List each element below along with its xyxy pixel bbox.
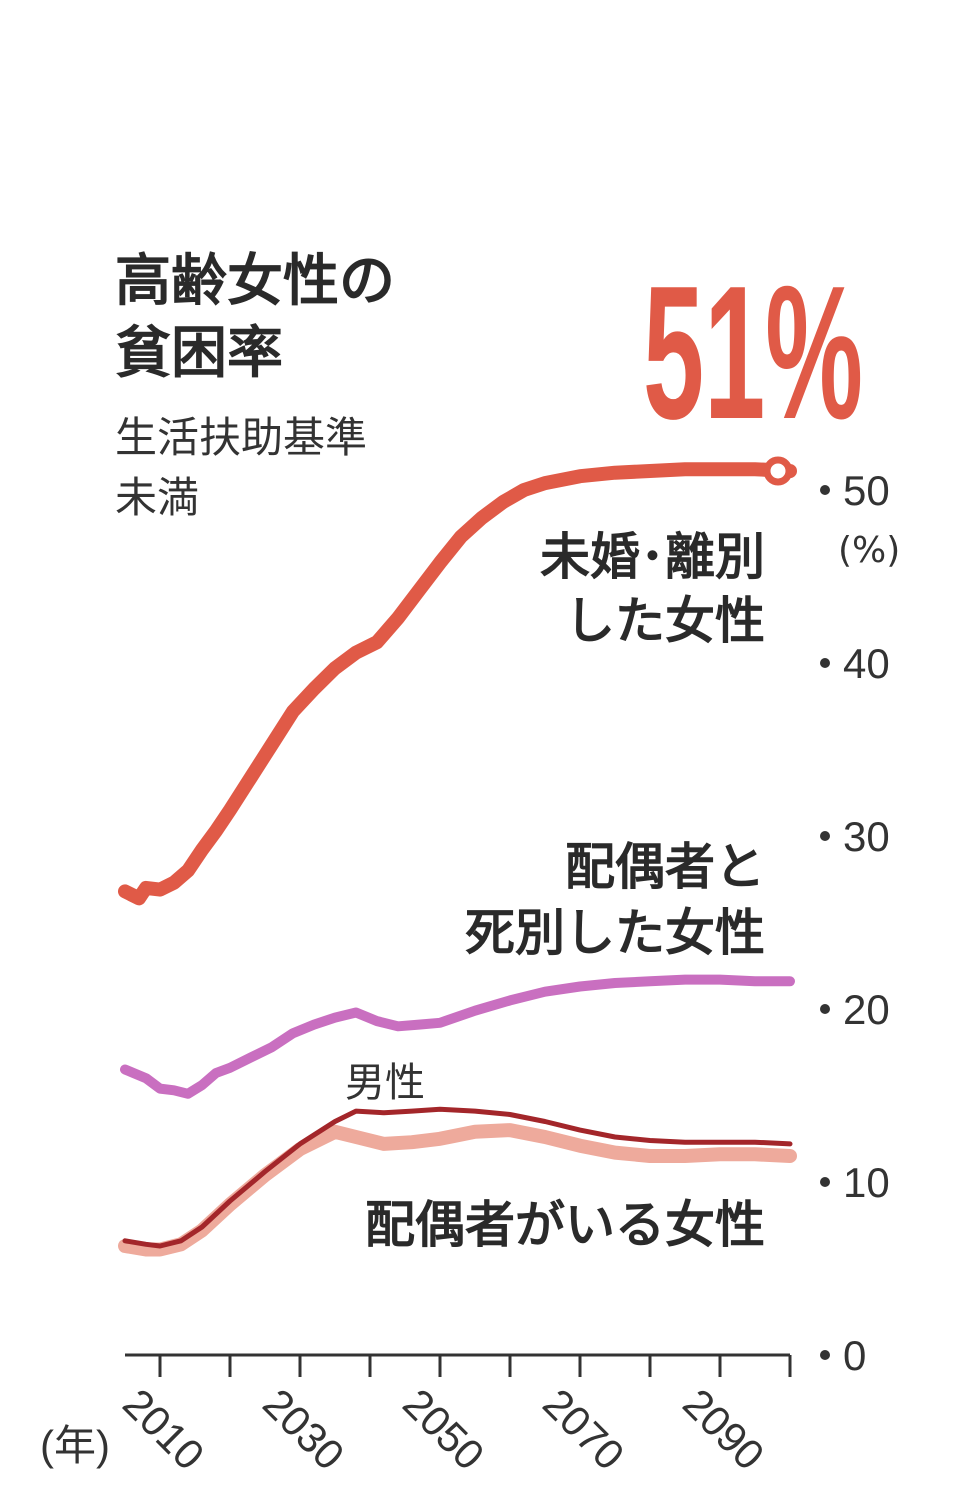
- y-unit-label: (%): [838, 530, 900, 571]
- x-tick-label: 2050: [394, 1380, 493, 1479]
- chart-subtitle-line-1: 生活扶助基準: [115, 413, 367, 462]
- series-label-men: 男性: [345, 1060, 425, 1106]
- series-label-unmarried-2: した女性: [565, 592, 765, 650]
- y-tick-label: 10: [843, 1159, 890, 1206]
- y-tick-dot: [820, 1350, 830, 1360]
- y-tick-dot: [820, 1004, 830, 1014]
- headline-value: 51%: [643, 247, 863, 459]
- series-line-2: [122, 1106, 793, 1249]
- series-label-widowed-1: 配偶者と: [565, 838, 765, 896]
- y-axis: 0 10 20 30 40 50: [820, 467, 890, 1379]
- x-tick-label: 2070: [534, 1380, 633, 1479]
- chart-title-line-1: 高齢女性の: [115, 249, 395, 314]
- series-label-widowed-2: 死別した女性: [465, 904, 765, 962]
- series-line-1: [120, 974, 795, 1099]
- y-tick-label: 50: [843, 467, 890, 514]
- y-tick-dot: [820, 658, 830, 668]
- y-tick-label: 40: [843, 640, 890, 687]
- y-tick-label: 20: [843, 986, 890, 1033]
- x-tick-label: 2010: [114, 1380, 213, 1479]
- series-label-unmarried-1: 未婚･離別: [540, 528, 765, 586]
- y-tick-dot: [820, 485, 830, 495]
- series-end-marker: [763, 456, 793, 486]
- y-tick-dot: [820, 831, 830, 841]
- y-tick-dot: [820, 1177, 830, 1187]
- chart-title-line-2: 貧困率: [115, 321, 283, 386]
- series-line-3: [118, 1123, 797, 1257]
- chart-subtitle-line-2: 未満: [115, 473, 199, 522]
- series-label-married: 配偶者がいる女性: [365, 1196, 765, 1254]
- y-tick-label: 30: [843, 813, 890, 860]
- x-tick-label: 2030: [254, 1380, 353, 1479]
- x-axis: 2010 2030 2050 2070 2090: [114, 1353, 792, 1479]
- x-unit-label: (年): [40, 1422, 110, 1469]
- series-layer: [118, 456, 797, 1257]
- x-tick-label: 2090: [674, 1380, 773, 1479]
- series-line-0: [118, 462, 797, 906]
- y-tick-label: 0: [843, 1332, 866, 1379]
